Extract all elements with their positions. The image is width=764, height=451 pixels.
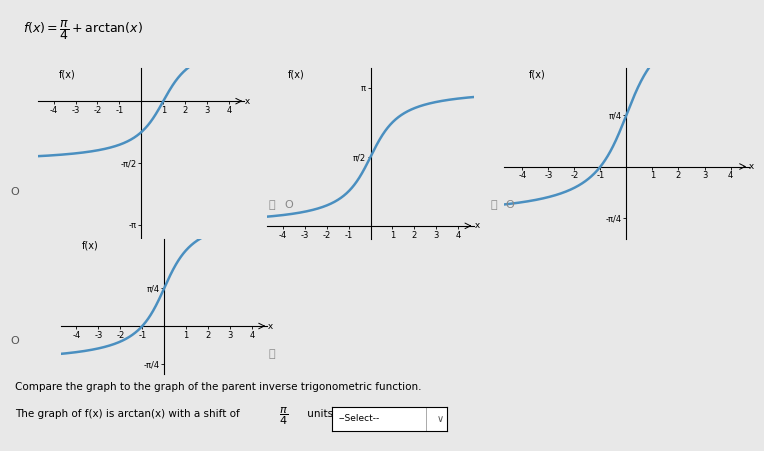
Text: O: O [284,200,293,210]
Text: O: O [10,336,18,345]
Text: $\dfrac{\pi}{4}$: $\dfrac{\pi}{4}$ [279,405,288,427]
Text: units: units [304,409,336,419]
Text: x: x [746,162,755,171]
Text: ⓘ: ⓘ [269,200,276,210]
Text: The graph of f(x) is arctan(x) with a shift of: The graph of f(x) is arctan(x) with a sh… [15,409,243,419]
Text: x: x [265,322,274,331]
Text: ⓘ: ⓘ [490,200,497,210]
Text: O: O [10,187,18,197]
Text: f(x): f(x) [288,69,305,79]
Text: f(x): f(x) [59,69,76,79]
Text: O: O [506,200,514,210]
Text: $f(x) = \dfrac{\pi}{4} + \mathrm{arctan}(x)$: $f(x) = \dfrac{\pi}{4} + \mathrm{arctan}… [23,18,143,42]
Text: ⓘ: ⓘ [269,349,276,359]
Text: --Select--: --Select-- [338,414,379,423]
Text: f(x): f(x) [529,69,545,79]
Text: x: x [471,221,480,230]
Text: f(x): f(x) [82,240,99,250]
Text: x: x [242,97,251,106]
Text: Compare the graph to the graph of the parent inverse trigonometric function.: Compare the graph to the graph of the pa… [15,382,422,392]
Text: ∨: ∨ [437,414,444,424]
